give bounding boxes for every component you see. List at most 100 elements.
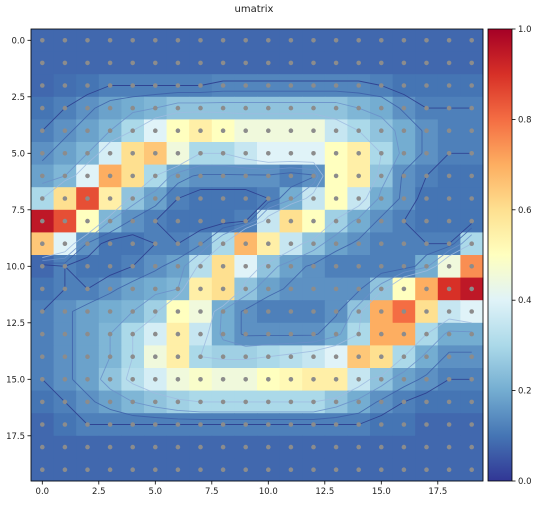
node-marker [130, 422, 135, 427]
node-marker [153, 38, 158, 43]
node-marker [130, 467, 135, 473]
node-marker [40, 286, 45, 292]
node-marker [243, 422, 248, 427]
y-tick-label: 0.0 [11, 36, 25, 46]
node-marker [424, 309, 429, 314]
node-marker [469, 241, 475, 246]
node-marker [107, 196, 113, 201]
node-marker [130, 83, 135, 88]
node-marker [40, 377, 45, 382]
node-marker [153, 60, 158, 66]
node-marker [107, 241, 113, 246]
node-marker [220, 444, 226, 450]
x-tick-label: 15.0 [372, 487, 391, 497]
node-marker [62, 151, 68, 156]
node-marker [175, 444, 181, 450]
node-marker [333, 422, 339, 427]
node-marker [175, 309, 181, 314]
node-marker [446, 128, 452, 133]
node-marker [220, 38, 226, 43]
node-marker [379, 399, 384, 405]
y-tick-label: 12.5 [6, 319, 25, 329]
node-marker [220, 241, 226, 246]
node-marker [356, 467, 362, 473]
node-marker [220, 83, 226, 88]
node-marker [107, 354, 113, 360]
node-marker [311, 173, 316, 179]
x-tick-label: 10.0 [259, 487, 278, 497]
node-marker [424, 196, 429, 201]
node-marker [198, 38, 203, 43]
node-marker [243, 83, 248, 88]
node-marker [175, 38, 181, 43]
node-marker [379, 467, 384, 473]
node-marker [401, 377, 407, 382]
node-marker [469, 151, 475, 156]
colorbar-tick-label: 1.0 [518, 25, 532, 35]
node-marker [85, 241, 90, 246]
node-marker [153, 377, 158, 382]
node-marker [356, 264, 362, 269]
node-marker [424, 83, 429, 88]
node-marker [469, 173, 475, 179]
node-marker [220, 105, 226, 111]
node-marker [469, 218, 475, 224]
node-marker [107, 38, 113, 43]
node-marker [243, 331, 248, 337]
node-marker [175, 128, 181, 133]
node-marker [424, 241, 429, 246]
node-marker [333, 286, 339, 292]
node-marker [107, 128, 113, 133]
node-marker [288, 105, 294, 111]
node-marker [220, 377, 226, 382]
node-marker [243, 377, 248, 382]
node-marker [401, 444, 407, 450]
node-marker [446, 354, 452, 360]
node-marker [130, 241, 135, 246]
node-marker [446, 173, 452, 179]
node-marker [175, 218, 181, 224]
node-marker [356, 309, 362, 314]
node-marker [311, 377, 316, 382]
node-marker [153, 241, 158, 246]
node-marker [401, 173, 407, 179]
node-marker [107, 151, 113, 156]
node-marker [469, 196, 475, 201]
x-tick-label: 2.5 [92, 487, 106, 497]
node-marker [356, 128, 362, 133]
node-marker [311, 218, 316, 224]
node-marker [198, 354, 203, 360]
node-marker [62, 173, 68, 179]
node-marker [401, 354, 407, 360]
node-marker [243, 218, 248, 224]
node-marker [175, 241, 181, 246]
node-marker [40, 331, 45, 337]
node-marker [311, 241, 316, 246]
node-marker [379, 422, 384, 427]
node-marker [469, 309, 475, 314]
node-marker [379, 331, 384, 337]
node-marker [446, 286, 452, 292]
node-marker [311, 309, 316, 314]
node-marker [446, 83, 452, 88]
colorbar-tick-label: 0.6 [518, 206, 532, 216]
node-marker [175, 286, 181, 292]
node-marker [288, 354, 294, 360]
node-marker [424, 128, 429, 133]
node-marker [469, 422, 475, 427]
node-marker [311, 264, 316, 269]
node-marker [107, 60, 113, 66]
node-marker [175, 173, 181, 179]
node-marker [311, 354, 316, 360]
x-tick-label: 5.0 [149, 487, 163, 497]
node-marker [243, 399, 248, 405]
node-marker [401, 128, 407, 133]
node-marker [288, 309, 294, 314]
node-marker [288, 467, 294, 473]
node-marker [243, 173, 248, 179]
node-marker [311, 105, 316, 111]
node-marker [446, 218, 452, 224]
node-marker [85, 105, 90, 111]
node-marker [85, 444, 90, 450]
node-marker [243, 105, 248, 111]
